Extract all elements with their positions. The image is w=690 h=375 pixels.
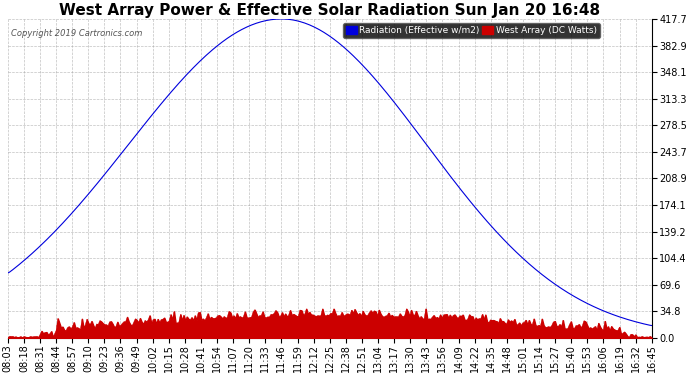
Legend: Radiation (Effective w/m2), West Array (DC Watts): Radiation (Effective w/m2), West Array (… [343, 24, 600, 38]
Text: Copyright 2019 Cartronics.com: Copyright 2019 Cartronics.com [11, 28, 142, 38]
Title: West Array Power & Effective Solar Radiation Sun Jan 20 16:48: West Array Power & Effective Solar Radia… [59, 3, 600, 18]
